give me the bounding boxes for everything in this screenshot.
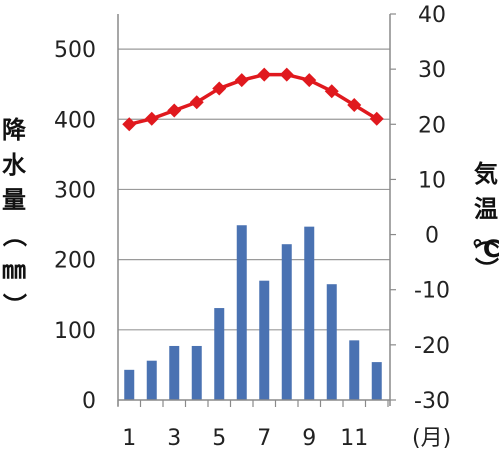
temperature-point <box>324 84 339 99</box>
x-tick-label: 5 <box>212 426 226 451</box>
x-axis-unit: (月) <box>412 426 451 451</box>
temperature-point <box>122 117 137 132</box>
right-tick-label: 40 <box>418 3 446 28</box>
temperature-line <box>122 67 384 132</box>
left-axis-title-char: 水 <box>2 151 27 179</box>
x-tick-label: 1 <box>122 426 136 451</box>
precipitation-bar <box>326 284 337 400</box>
right-tick-label: 30 <box>418 58 446 83</box>
left-tick-label: 200 <box>54 249 96 274</box>
temperature-point <box>302 73 317 88</box>
left-tick-label: 500 <box>54 38 96 63</box>
gridlines <box>118 48 390 331</box>
left-axis-title-char: （ <box>0 223 28 247</box>
precipitation-bar <box>214 308 225 400</box>
right-axis-title-char: ℃ <box>471 235 500 263</box>
temperature-point <box>144 111 159 126</box>
precipitation-bar <box>371 362 382 400</box>
left-axis-title: 降 水 量 （ ㎜ ） <box>0 116 28 317</box>
axes <box>117 13 396 407</box>
precipitation-bar <box>124 369 135 400</box>
precipitation-bar <box>349 340 360 400</box>
precipitation-bar <box>191 345 202 400</box>
x-tick-label: 11 <box>340 426 368 451</box>
right-axis-title-char: 温 <box>474 195 498 223</box>
right-tick-label: 0 <box>425 224 439 249</box>
temperature-point <box>279 67 294 82</box>
right-tick-label: -20 <box>414 334 450 359</box>
right-axis-title: 気 温 （ ℃ ） <box>471 160 500 281</box>
precipitation-bar <box>304 226 315 400</box>
left-axis-title-char: ） <box>0 293 28 317</box>
x-tick-label: 3 <box>167 426 181 451</box>
temperature-point <box>347 97 362 112</box>
right-tick-label: -10 <box>414 279 450 304</box>
left-tick-label: 400 <box>54 108 96 133</box>
right-tick-label: -30 <box>414 389 450 414</box>
right-axis-title-char: （ <box>472 225 500 249</box>
left-axis-title-char: 降 <box>2 116 27 144</box>
precipitation-bar <box>236 225 247 400</box>
right-axis-title-char: ） <box>472 257 500 281</box>
temperature-point <box>189 95 204 110</box>
left-tick-label: 300 <box>54 178 96 203</box>
temperature-point <box>369 111 384 126</box>
left-axis-title-char: ㎜ <box>2 256 26 284</box>
right-tick-label: 20 <box>418 113 446 138</box>
temperature-point <box>257 67 272 82</box>
precipitation-bar <box>169 345 180 400</box>
right-axis-title-char: 気 <box>474 160 498 188</box>
x-tick-label: 9 <box>302 426 316 451</box>
temperature-polyline <box>128 72 378 126</box>
precipitation-bar <box>281 244 292 400</box>
right-tick-label: 10 <box>418 168 446 193</box>
left-axis-title-char: 量 <box>2 186 26 214</box>
precipitation-bar <box>259 280 270 400</box>
x-tick-label: 7 <box>257 426 271 451</box>
temperature-point <box>212 81 227 96</box>
left-tick-label: 100 <box>54 319 96 344</box>
left-tick-label: 0 <box>82 389 96 414</box>
temperature-point <box>234 73 249 88</box>
precipitation-bar <box>146 360 157 400</box>
precipitation-bars <box>124 225 382 400</box>
temperature-point <box>167 103 182 118</box>
